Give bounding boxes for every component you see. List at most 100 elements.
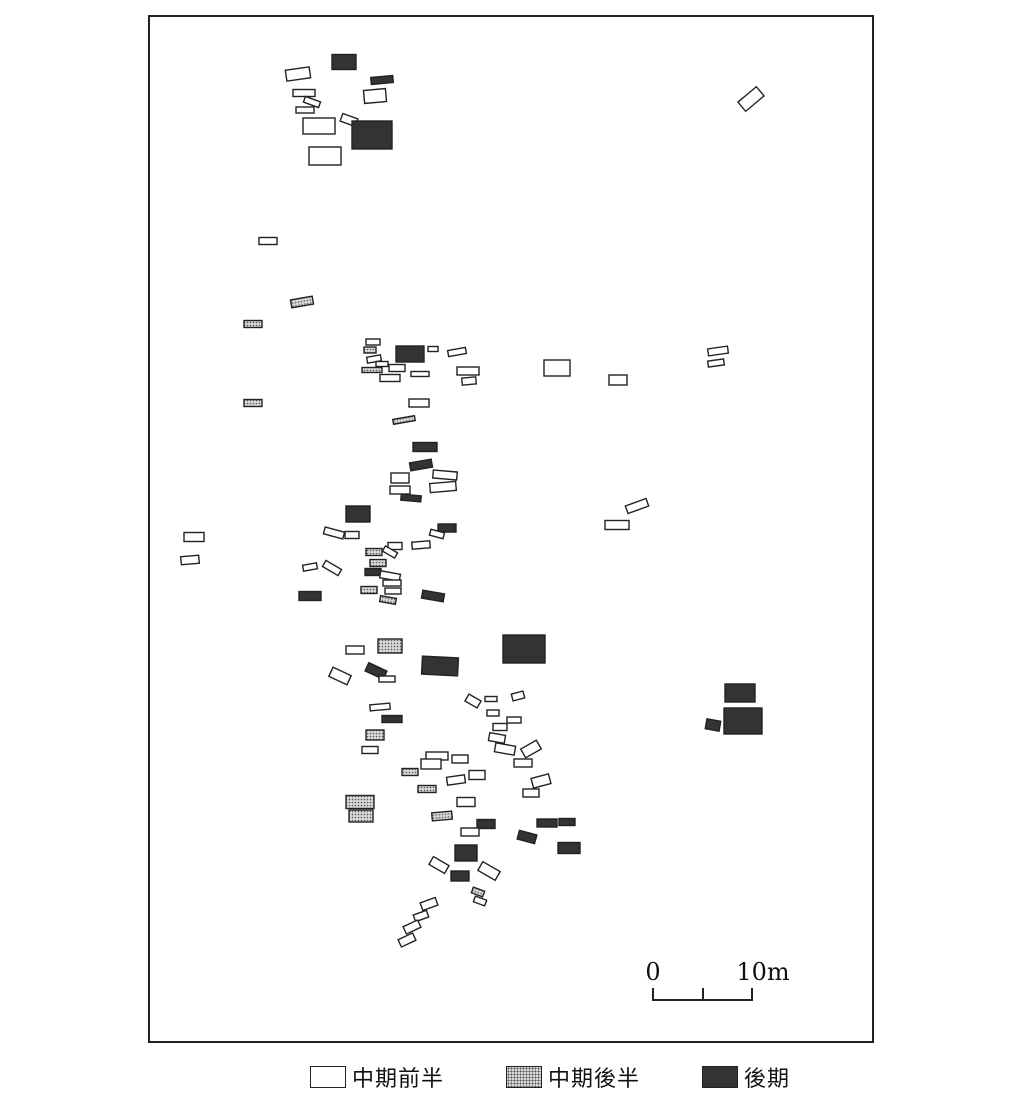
legend-swatch-stipple [506,1066,542,1088]
building-middle-early [390,472,410,484]
building-middle-early [410,370,430,378]
scale-bar: 0 10m [645,958,790,1001]
building-middle-early [428,528,446,540]
building-middle-early [463,693,483,709]
building-middle-early [484,695,498,703]
building-middle-early [369,702,391,712]
building-middle-late [417,784,437,794]
scale-bar-end-label: 10m [736,958,790,986]
building-late [558,817,576,827]
building-middle-early [427,345,439,353]
building-middle-early [379,373,401,383]
scale-bar-start-label: 0 [645,958,660,986]
building-middle-late [243,398,263,408]
building-middle-late [365,729,385,741]
building-middle-early [736,85,766,113]
building-late [420,655,460,677]
building-middle-early [608,374,628,386]
building-late [412,441,438,453]
building-middle-late [365,547,383,557]
building-middle-early [604,519,630,531]
building-middle-early [493,742,517,756]
legend-label: 後期 [744,1067,791,1092]
building-middle-early [522,788,540,798]
legend-item-late: 後期 [702,1062,790,1092]
building-middle-early [427,855,451,875]
building-middle-early [445,773,467,787]
building-middle-early [397,932,417,948]
building-late [723,707,763,735]
building-middle-early [258,236,278,246]
building-middle-late [345,794,375,810]
building-late [400,493,422,503]
building-middle-early [506,716,522,724]
building-middle-early [345,645,365,655]
building-middle-early [378,675,396,683]
map-frame [148,15,874,1043]
building-middle-early [530,772,552,790]
building-middle-late [377,638,403,654]
building-middle-early [519,739,543,759]
building-middle-early [456,796,476,808]
building-middle-early [295,106,315,114]
building-middle-early [410,539,432,551]
building-middle-early [706,345,730,357]
building-middle-late [391,414,417,426]
building-middle-early [308,146,342,166]
building-middle-early [408,398,430,408]
building-late [345,505,371,523]
building-middle-early [284,66,312,82]
building-middle-early [510,690,526,702]
building-late [454,844,478,862]
building-middle-early [389,485,411,495]
building-middle-early [431,469,459,481]
building-middle-early [179,554,201,566]
building-middle-late [401,767,419,777]
building-middle-late [470,886,486,898]
building-middle-early [472,895,488,907]
building-middle-early [446,346,468,358]
building-middle-early [486,709,500,717]
building-middle-early [492,722,508,732]
building-late [724,683,756,703]
building-middle-early [381,544,399,560]
building-middle-early [419,896,439,912]
building-middle-late [363,346,377,354]
legend-swatch-solid [702,1066,738,1088]
building-middle-early [365,338,381,346]
building-middle-early [302,95,322,109]
building-middle-early [451,754,469,764]
building-late [298,590,322,602]
building-late [502,634,546,664]
building-middle-early [301,562,319,572]
building-middle-early [456,366,480,376]
building-late [369,74,395,86]
building-middle-early [402,919,422,935]
building-late [364,661,388,681]
building-middle-early [543,359,571,377]
legend-label: 中期前半 [352,1067,445,1092]
building-middle-early [388,363,406,373]
building-middle-early [375,360,389,368]
building-late [450,870,470,882]
legend-swatch-outline [310,1066,346,1088]
building-late [437,523,457,533]
building-middle-late [378,594,398,606]
building-middle-early [361,745,379,755]
building-middle-late [430,810,454,822]
building-middle-early [624,497,650,515]
building-late [331,53,357,71]
building-middle-late [348,809,374,823]
building-middle-early [292,88,316,98]
building-late [408,458,434,472]
building-middle-early [513,758,533,768]
building-late [395,345,425,363]
building-late [476,818,496,830]
building-middle-early [428,480,458,494]
building-middle-early [321,559,343,577]
building-middle-early [344,530,360,540]
building-middle-early [412,909,430,923]
building-middle-early [460,827,480,837]
building-middle-early [302,117,336,135]
building-middle-early [322,526,346,540]
